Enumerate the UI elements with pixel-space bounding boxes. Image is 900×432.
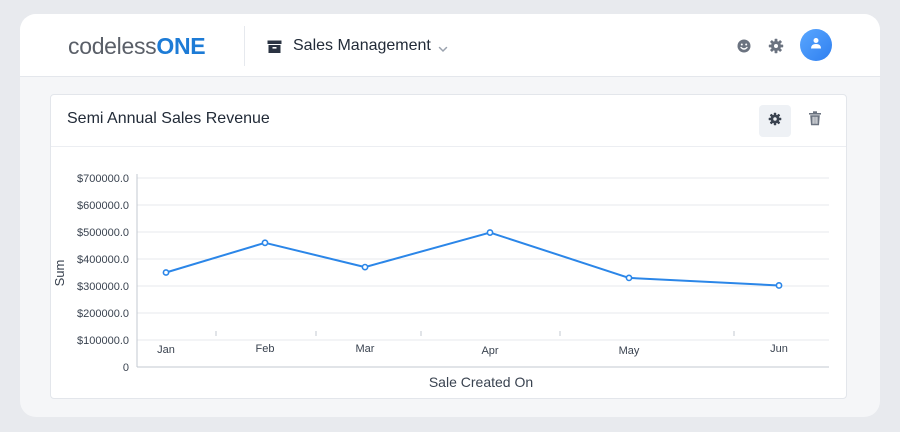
logo-text-part1: codeless bbox=[68, 33, 157, 59]
y-tick-label: $700000.0 bbox=[77, 173, 129, 185]
trash-icon bbox=[808, 111, 822, 131]
chart-card: Semi Annual Sales Revenue bbox=[50, 94, 847, 399]
chart-grid bbox=[137, 177, 829, 341]
y-tick-label: $100000.0 bbox=[77, 335, 129, 347]
card-title: Semi Annual Sales Revenue bbox=[67, 110, 270, 127]
user-avatar[interactable] bbox=[800, 29, 832, 61]
smiley-icon[interactable] bbox=[736, 38, 752, 54]
y-tick-label: $200000.0 bbox=[77, 308, 129, 320]
x-tick-label: Jan bbox=[157, 344, 175, 356]
x-tick-label: Mar bbox=[356, 343, 375, 355]
app-window: codelessONE Sales Management bbox=[20, 14, 880, 417]
card-settings-button[interactable] bbox=[759, 105, 791, 137]
x-axis-ticks: Jan Feb Mar Apr May Jun bbox=[157, 331, 788, 357]
top-bar: codelessONE Sales Management bbox=[20, 14, 880, 77]
y-axis-label: Sum bbox=[52, 260, 67, 287]
y-tick-label: 0 bbox=[123, 362, 129, 374]
data-point[interactable] bbox=[625, 274, 633, 282]
x-tick-label: Apr bbox=[481, 345, 498, 357]
y-tick-label: $500000.0 bbox=[77, 227, 129, 239]
x-tick-label: May bbox=[619, 345, 640, 357]
chevron-down-icon bbox=[438, 41, 448, 53]
header-divider bbox=[244, 26, 245, 66]
y-tick-label: $300000.0 bbox=[77, 281, 129, 293]
data-point[interactable] bbox=[775, 282, 783, 289]
logo-text-part2: ONE bbox=[156, 33, 206, 59]
line-chart: 0 $100000.0 $200000.0 $300000.0 $400000.0 $50… bbox=[52, 173, 829, 390]
app-name: Sales Management bbox=[293, 37, 431, 54]
card-delete-button[interactable] bbox=[799, 105, 831, 137]
y-tick-label: $600000.0 bbox=[77, 200, 129, 212]
app-selector[interactable]: Sales Management bbox=[266, 34, 448, 58]
logo[interactable]: codelessONE bbox=[68, 31, 206, 61]
data-point[interactable] bbox=[261, 239, 269, 247]
chart-series bbox=[162, 229, 783, 289]
gear-icon[interactable] bbox=[768, 38, 784, 54]
box-icon bbox=[266, 38, 283, 55]
x-tick-label: Feb bbox=[256, 343, 275, 355]
y-tick-label: $400000.0 bbox=[77, 254, 129, 266]
card-header: Semi Annual Sales Revenue bbox=[51, 95, 846, 147]
data-point[interactable] bbox=[486, 229, 494, 236]
gear-icon bbox=[768, 112, 782, 131]
chart-axes bbox=[136, 174, 829, 368]
user-icon bbox=[810, 36, 822, 54]
x-tick-label: Jun bbox=[770, 343, 788, 355]
y-axis-ticks: 0 $100000.0 $200000.0 $300000.0 $400000.0 $50… bbox=[77, 173, 129, 374]
series-line bbox=[165, 231, 780, 287]
data-point[interactable] bbox=[361, 263, 369, 271]
x-axis-label: Sale Created On bbox=[429, 374, 533, 390]
data-point[interactable] bbox=[162, 269, 170, 276]
